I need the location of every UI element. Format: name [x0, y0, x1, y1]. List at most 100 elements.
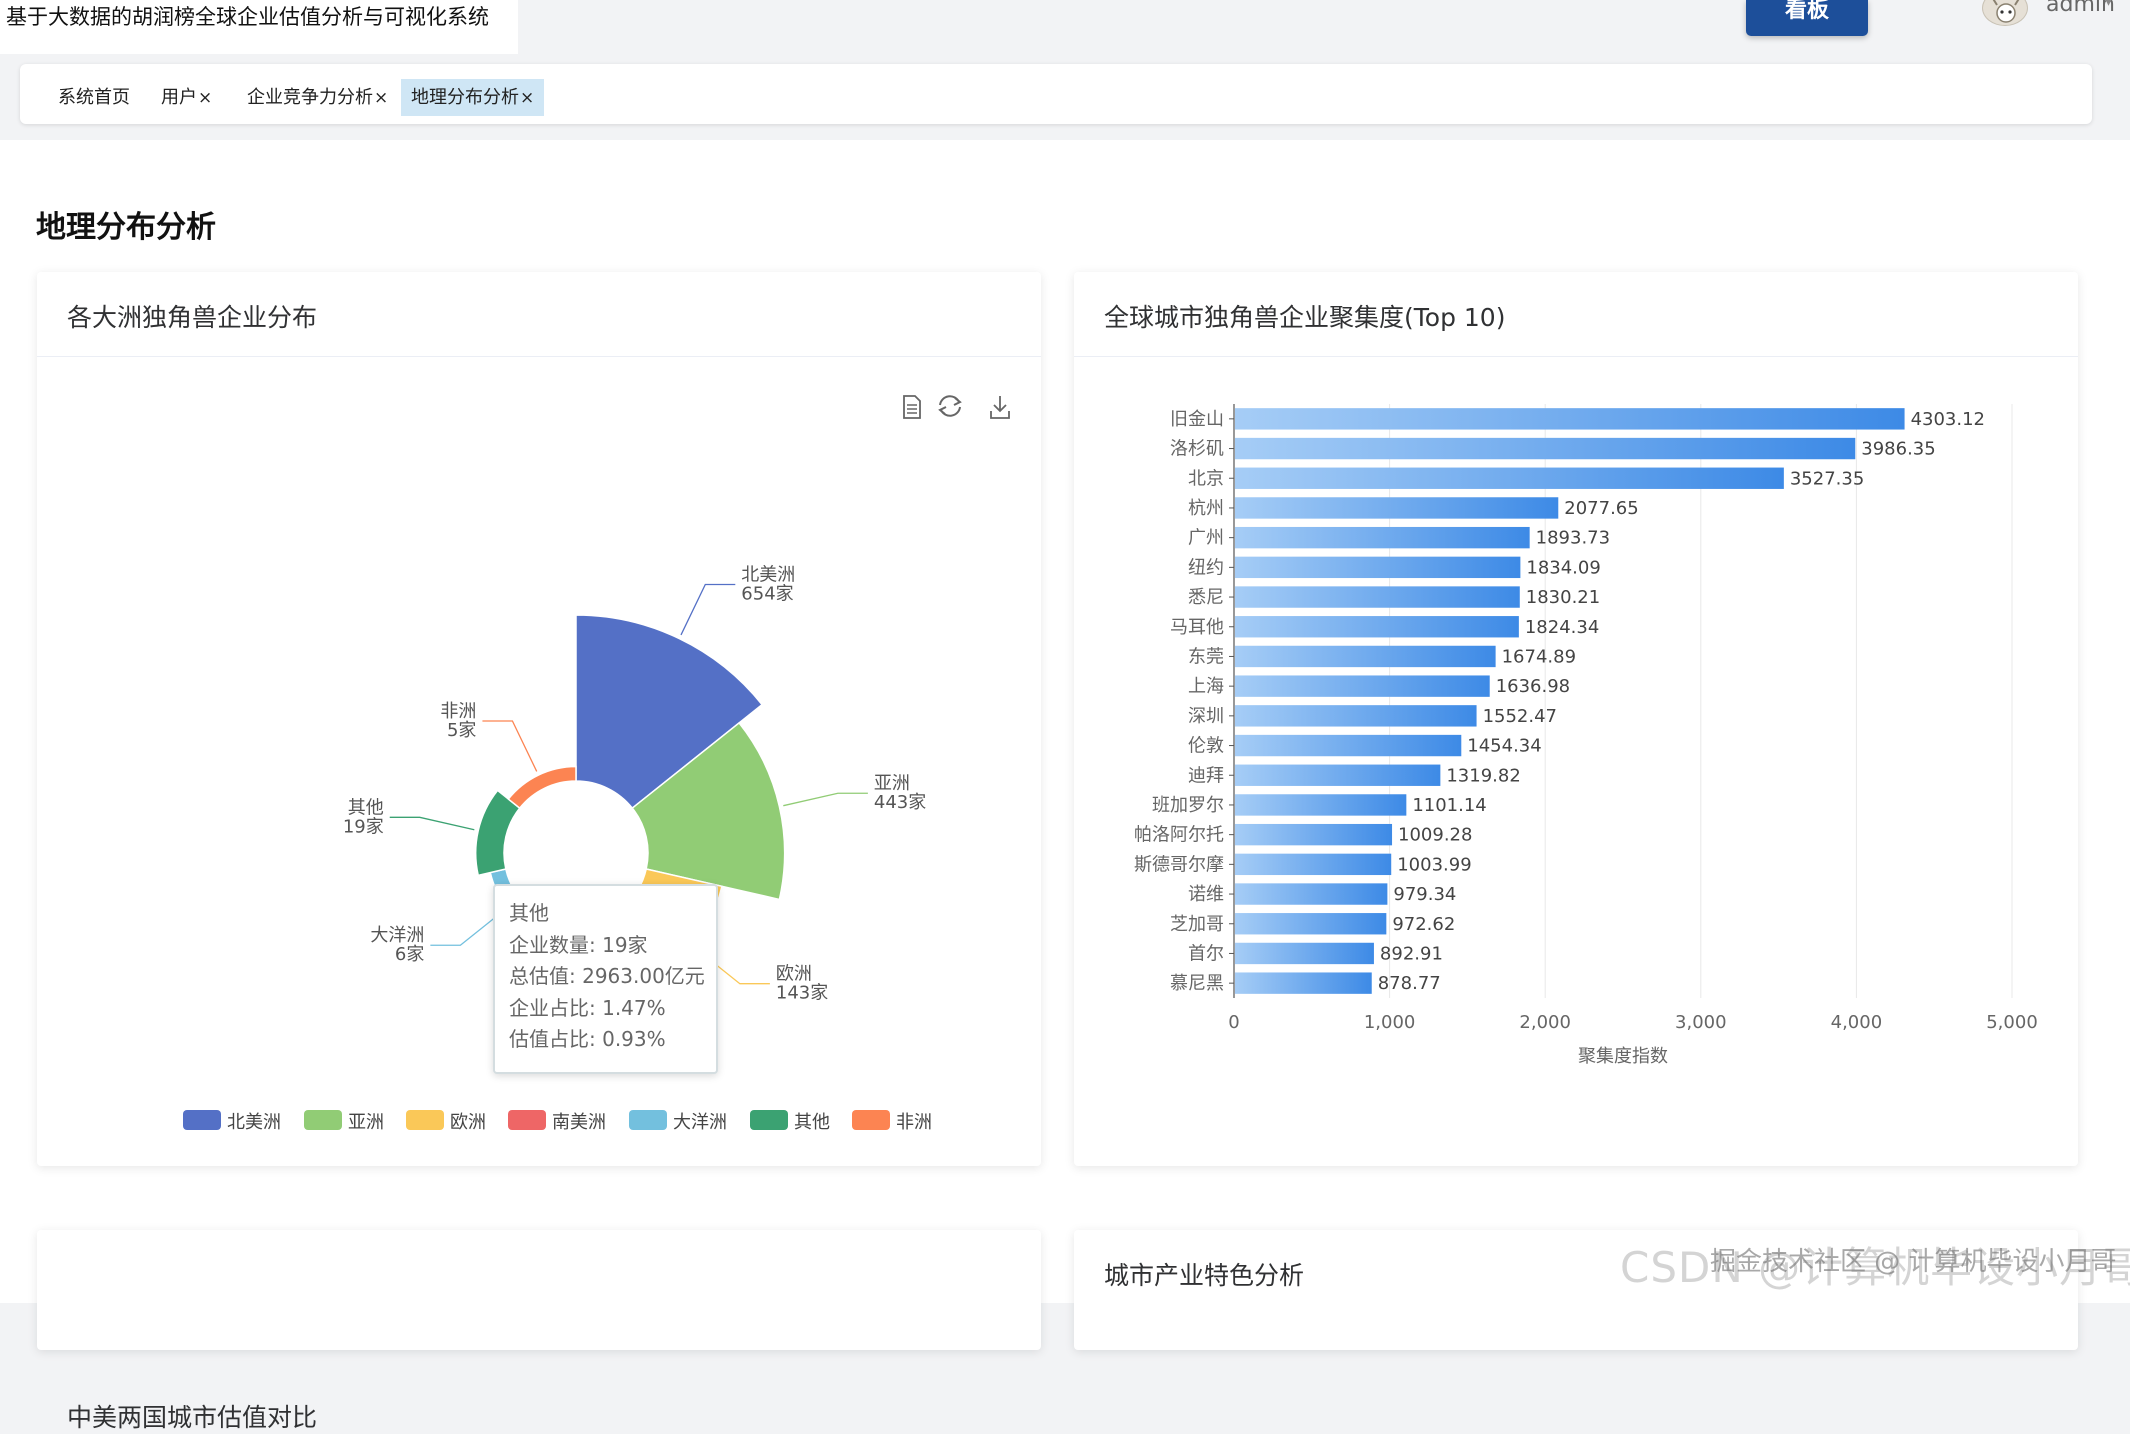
bar[interactable] [1235, 942, 1374, 965]
close-icon[interactable]: × [374, 88, 389, 108]
legend-item[interactable]: 亚洲 [304, 1110, 384, 1133]
bar[interactable] [1235, 556, 1521, 579]
bar[interactable] [1235, 586, 1520, 608]
slice-value-label: 6家 [395, 944, 424, 965]
y-tick-label: 上海 [1188, 676, 1224, 697]
label-leader-line [680, 583, 736, 636]
watermark-overlay: 掘金技术社区 @ 计算机毕设小月哥 [1710, 1247, 2117, 1277]
legend-label: 大洋洲 [673, 1112, 727, 1133]
top-bar: 基于大数据的胡润榜全球企业估值分析与可视化系统 看板 admin ▾ [0, 0, 2130, 55]
tab-geo-distribution[interactable]: 地理分布分析× [401, 79, 545, 116]
bar-value-label: 1824.34 [1525, 617, 1599, 638]
legend-item[interactable]: 欧洲 [406, 1110, 486, 1133]
slice-value-label: 654家 [741, 584, 793, 605]
bar[interactable] [1235, 883, 1388, 905]
rose-slice[interactable] [575, 614, 764, 810]
bar-value-label: 1834.09 [1526, 557, 1600, 578]
slice-label: 北美洲 [741, 565, 795, 586]
y-tick-label: 帕洛阿尔托 [1134, 825, 1224, 846]
bar-value-label: 1636.98 [1496, 676, 1570, 697]
bar[interactable] [1235, 764, 1441, 786]
restore-icon[interactable] [938, 395, 962, 417]
slice-label: 欧洲 [776, 964, 812, 985]
bar[interactable] [1235, 705, 1477, 727]
y-tick-label: 迪拜 [1188, 765, 1224, 786]
chart-tooltip: 其他 企业数量: 19家 总估值: 2963.00亿元 企业占比: 1.47% … [493, 884, 718, 1074]
avatar[interactable] [1982, 0, 2028, 26]
data-view-icon[interactable] [903, 395, 921, 419]
legend-item[interactable]: 大洋洲 [629, 1110, 727, 1133]
x-tick-label: 5,000 [1986, 1012, 2038, 1033]
chevron-down-icon[interactable]: ▾ [2104, 0, 2114, 11]
bar[interactable] [1235, 794, 1407, 816]
tooltip-line: 企业占比: 1.47% [509, 995, 666, 1020]
bar-value-label: 3986.35 [1861, 439, 1935, 460]
tab-label: 用户 [161, 87, 197, 108]
legend-item[interactable]: 其他 [750, 1110, 830, 1133]
x-tick-label: 3,000 [1675, 1012, 1727, 1033]
card-header: 各大洲独角兽企业分布 [37, 272, 1041, 357]
bar-value-label: 1893.73 [1536, 528, 1610, 549]
legend-swatch [508, 1110, 546, 1130]
legend-item[interactable]: 北美洲 [183, 1110, 281, 1133]
bar[interactable] [1235, 616, 1519, 638]
bar[interactable] [1235, 408, 1905, 430]
tab-label: 企业竞争力分析 [247, 87, 373, 108]
tab-competitiveness[interactable]: 企业竞争力分析× [237, 79, 398, 116]
y-tick-label: 杭州 [1188, 498, 1224, 519]
bar[interactable] [1235, 913, 1387, 935]
y-tick-label: 慕尼黑 [1170, 973, 1224, 994]
bar[interactable] [1235, 972, 1372, 994]
y-tick-label: 广州 [1188, 528, 1224, 549]
main-content: 地理分布分析 各大洲独角兽企业分布 北美洲654家亚洲443家欧洲143家南美洲… [0, 140, 2130, 1432]
tab-users[interactable]: 用户× [151, 79, 222, 116]
bar[interactable] [1235, 526, 1530, 549]
slice-label: 其他 [348, 797, 384, 818]
rose-slice[interactable] [507, 765, 577, 810]
bar[interactable] [1235, 675, 1490, 697]
close-icon[interactable]: × [520, 88, 535, 108]
slice-value-label: 5家 [447, 720, 476, 741]
legend-item[interactable]: 非洲 [852, 1110, 932, 1133]
bar-value-label: 1830.21 [1526, 587, 1600, 608]
y-tick-label: 斯德哥尔摩 [1134, 854, 1224, 875]
board-button[interactable]: 看板 [1746, 0, 1868, 36]
legend-label: 亚洲 [348, 1112, 384, 1133]
y-tick-label: 东莞 [1188, 646, 1224, 667]
x-tick-label: 1,000 [1364, 1012, 1416, 1033]
card-header: 全球城市独角兽企业聚集度(Top 10) [1074, 272, 2078, 357]
bar[interactable] [1235, 467, 1784, 489]
y-tick-label: 深圳 [1188, 706, 1224, 727]
rose-slice[interactable] [631, 721, 786, 901]
tooltip-line: 总估值: 2963.00亿元 [509, 964, 705, 988]
bar[interactable] [1235, 734, 1462, 757]
x-tick-label: 0 [1228, 1012, 1239, 1033]
y-tick-label: 芝加哥 [1170, 914, 1224, 935]
legend-label: 北美洲 [227, 1112, 281, 1133]
tab-home[interactable]: 系统首页 [48, 79, 140, 116]
tabs-bar: 系统首页 用户× 企业竞争力分析× 地理分布分析× [20, 64, 2092, 124]
tab-label: 地理分布分析 [411, 87, 519, 108]
legend-label: 欧洲 [450, 1112, 486, 1133]
legend-label: 其他 [794, 1112, 830, 1133]
city-bar-chart[interactable]: 0 1,000 2,000 3,000 4,000 5,000 旧金山 4303.12 洛杉矶 3… [1074, 272, 2078, 1166]
bar[interactable] [1235, 437, 1856, 460]
bar-value-label: 1319.82 [1446, 765, 1520, 786]
x-axis-label: 聚集度指数 [1578, 1046, 1668, 1067]
y-tick-label: 诺维 [1188, 884, 1224, 905]
bar[interactable] [1235, 497, 1559, 519]
bar[interactable] [1235, 853, 1392, 876]
watermark: CSDN @计算机毕设小月哥 [1620, 1243, 2130, 1292]
bar-value-label: 2077.65 [1564, 498, 1638, 519]
rose-slice[interactable] [474, 789, 521, 877]
slice-label: 大洋洲 [370, 925, 424, 946]
close-icon[interactable]: × [198, 88, 213, 108]
bar[interactable] [1235, 823, 1393, 846]
download-icon[interactable] [990, 396, 1010, 419]
bar[interactable] [1235, 645, 1496, 668]
user-name[interactable]: admin [2046, 0, 2115, 17]
bar-value-label: 1009.28 [1398, 825, 1472, 846]
legend-item[interactable]: 南美洲 [508, 1110, 606, 1133]
x-tick-label: 2,000 [1519, 1012, 1571, 1033]
bar-value-label: 4303.12 [1911, 409, 1985, 430]
